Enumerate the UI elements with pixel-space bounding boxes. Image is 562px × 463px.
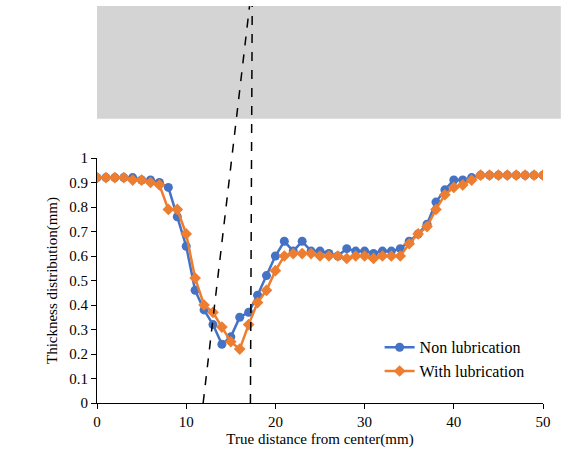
svg-text:0.3: 0.3 (69, 322, 88, 338)
svg-text:0.9: 0.9 (69, 175, 88, 191)
svg-text:True distance from center(mm): True distance from center(mm) (226, 431, 413, 448)
svg-text:0: 0 (93, 414, 101, 430)
svg-text:10: 10 (179, 414, 194, 430)
svg-text:Non lubrication: Non lubrication (420, 339, 521, 356)
svg-text:50: 50 (536, 414, 551, 430)
svg-text:40: 40 (446, 414, 461, 430)
svg-text:With lubrication: With lubrication (420, 363, 525, 380)
svg-text:0.5: 0.5 (69, 273, 88, 289)
svg-text:0.7: 0.7 (69, 224, 88, 240)
svg-text:20: 20 (268, 414, 283, 430)
svg-text:0.4: 0.4 (69, 297, 88, 313)
svg-text:0: 0 (81, 395, 89, 411)
svg-text:0.2: 0.2 (69, 346, 88, 362)
svg-text:0.6: 0.6 (69, 248, 88, 264)
svg-text:30: 30 (357, 414, 372, 430)
svg-text:Thickness distribution(mm): Thickness distribution(mm) (44, 197, 61, 364)
svg-text:0.8: 0.8 (69, 199, 88, 215)
svg-text:1: 1 (81, 150, 89, 166)
svg-text:0.1: 0.1 (69, 371, 88, 387)
